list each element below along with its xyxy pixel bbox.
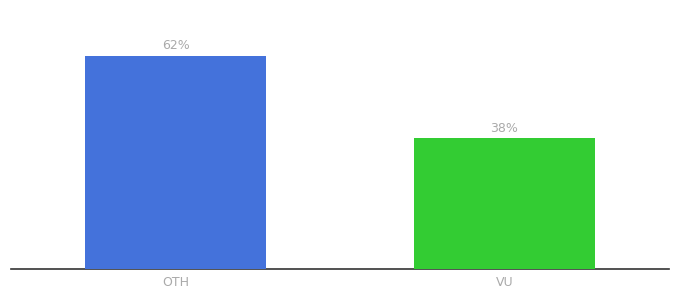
Text: 62%: 62%	[162, 39, 190, 52]
Bar	[414, 138, 595, 269]
Bar	[85, 56, 266, 269]
Text: 38%: 38%	[490, 122, 518, 135]
